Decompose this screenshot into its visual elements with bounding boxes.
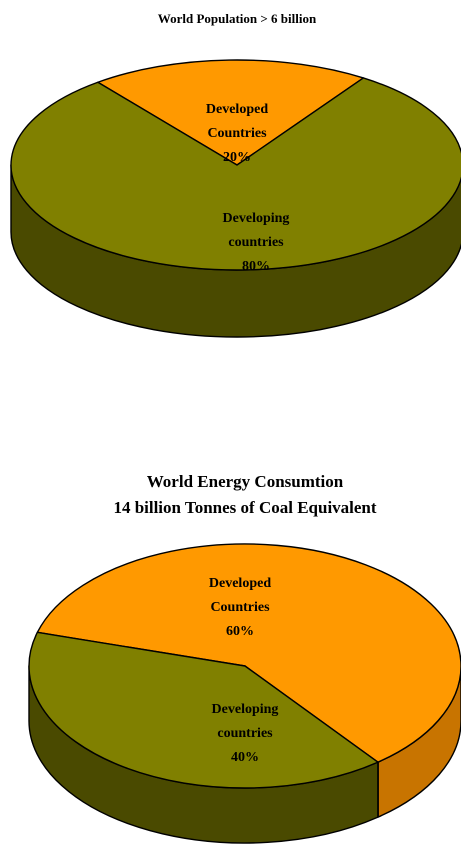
pie-slice-developed <box>97 59 365 166</box>
chart-title: World Population > 6 billion <box>158 11 317 26</box>
pie-labels: Developed Countries 60% Developing countries… <box>209 576 279 765</box>
slice-label-line: 20% <box>223 150 251 165</box>
slice-label-line: countries <box>228 235 284 250</box>
slice-label-developing: Developing countries 80% <box>223 211 290 274</box>
energy-pie-chart: World Energy Consumtion 14 billion Tonne… <box>28 472 461 844</box>
slice-label-developed: Developed Countries 20% <box>206 102 268 165</box>
slice-label-line: Developing <box>223 211 290 226</box>
slice-label-line: Developed <box>206 102 268 117</box>
pie-slice-developed <box>36 543 461 763</box>
population-pie-chart: World Population > 6 billion Developed Co… <box>10 11 461 338</box>
slice-label-line: 40% <box>231 750 259 765</box>
slice-label-line: Countries <box>207 126 267 141</box>
chart-subtitle: 14 billion Tonnes of Coal Equivalent <box>113 498 376 517</box>
slice-label-line: 80% <box>242 259 270 274</box>
slice-label-line: countries <box>217 726 273 741</box>
pie-slice-developing <box>28 631 379 789</box>
slice-label-line: Developing <box>212 702 279 717</box>
slice-label-developed: Developed Countries 60% <box>209 576 271 639</box>
chart-title: World Energy Consumtion <box>147 472 344 491</box>
pie-labels: Developed Countries 20% Developing countries… <box>206 102 290 274</box>
pie-tops <box>10 59 461 271</box>
slice-label-line: 60% <box>226 624 254 639</box>
slice-label-line: Developed <box>209 576 271 591</box>
pie-slice-developing <box>10 77 461 271</box>
pie-tops <box>28 543 461 789</box>
slice-label-developing: Developing countries 40% <box>212 702 279 765</box>
slice-label-line: Countries <box>210 600 270 615</box>
